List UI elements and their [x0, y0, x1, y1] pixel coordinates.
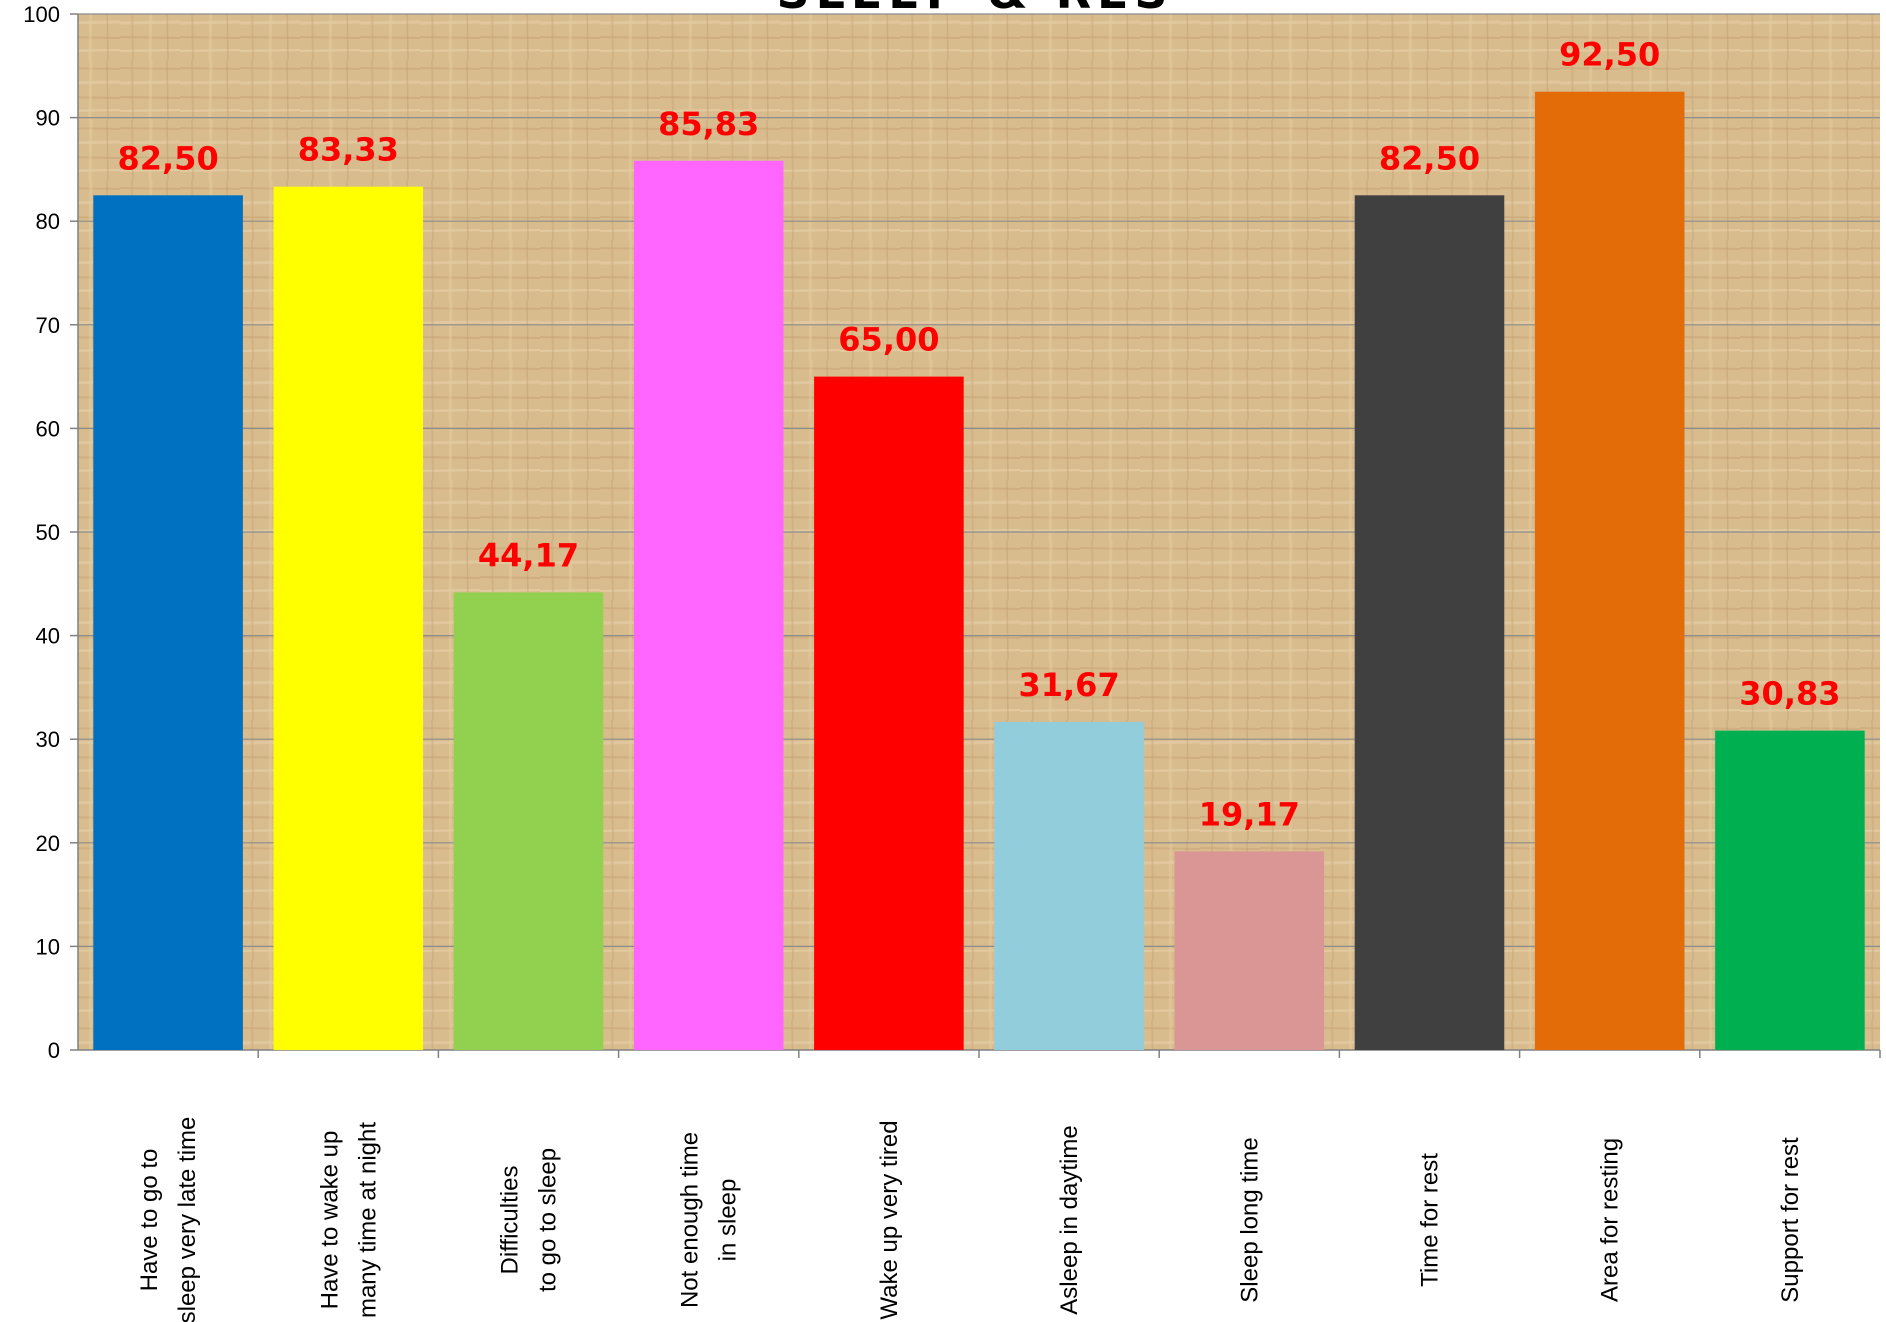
category-label: Difficulties to go to sleep [497, 1148, 562, 1292]
data-label: 30,83 [1739, 675, 1840, 713]
svg-text:Sleep long time: Sleep long time [1236, 1137, 1263, 1302]
data-label: 82,50 [1379, 139, 1480, 177]
bar [1715, 730, 1865, 1050]
bar [814, 376, 964, 1051]
bar [93, 195, 243, 1051]
bar [633, 160, 784, 1050]
y-tick-label: 60 [36, 416, 60, 441]
category-labels: Have to go to sleep very late time Have to… [136, 1117, 1804, 1322]
data-label: 65,00 [838, 321, 939, 359]
y-tick-label: 40 [36, 624, 60, 649]
category-label: Have to wake up many time at night [316, 1122, 381, 1318]
svg-text:Wake up very tired: Wake up very tired [876, 1120, 903, 1319]
data-label: 19,17 [1199, 795, 1300, 833]
category-label: Support for rest [1777, 1137, 1804, 1303]
svg-text:Time for rest: Time for rest [1417, 1153, 1444, 1287]
svg-text:Area for resting: Area for resting [1597, 1138, 1624, 1302]
y-tick-label: 30 [36, 727, 60, 752]
bar [1534, 91, 1685, 1050]
category-label: Time for rest [1417, 1153, 1444, 1287]
category-label: Wake up very tired [876, 1120, 903, 1319]
category-label: Sleep long time [1236, 1137, 1263, 1302]
y-tick-label: 20 [36, 831, 60, 856]
y-tick-label: 50 [36, 520, 60, 545]
y-tick-label: 80 [36, 209, 60, 234]
category-label: Not enough time in sleep [677, 1132, 742, 1308]
bars [93, 91, 1865, 1051]
bar [994, 721, 1144, 1050]
category-label: Have to go to sleep very late time [136, 1117, 201, 1322]
y-tick-label: 10 [36, 934, 60, 959]
data-label: 44,17 [478, 536, 579, 574]
y-tick-label: 0 [48, 1038, 60, 1063]
data-labels: 82,50 83,33 44,17 85,83 65,00 31,67 19,17 82,50… [117, 36, 1840, 834]
bar [273, 186, 424, 1051]
data-label: 83,33 [298, 131, 399, 169]
svg-text:Support for rest: Support for rest [1777, 1137, 1804, 1303]
category-label: Asleep in daytime [1056, 1125, 1083, 1314]
bar [1174, 851, 1325, 1050]
bar [1354, 195, 1505, 1051]
svg-text:Asleep in daytime: Asleep in daytime [1056, 1125, 1083, 1314]
y-tick-label: 70 [36, 313, 60, 338]
data-label: 85,83 [658, 105, 759, 143]
bar [453, 592, 604, 1050]
category-label: Area for resting [1597, 1138, 1624, 1302]
y-tick-label: 90 [36, 106, 60, 131]
data-label: 82,50 [117, 139, 218, 177]
data-label: 92,50 [1559, 36, 1660, 74]
y-tick-label: 100 [23, 2, 60, 27]
data-label: 31,67 [1018, 666, 1119, 704]
